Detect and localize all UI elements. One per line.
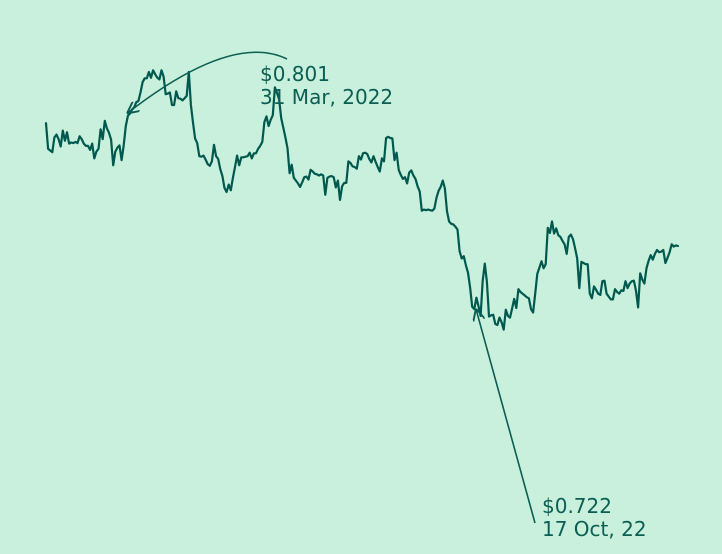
annotation-low-label: $0.722 17 Oct, 22	[542, 494, 647, 541]
annotation-high-price: $0.801	[260, 62, 330, 86]
annotation-high-date: 31 Mar, 2022	[260, 85, 393, 109]
annotation-high-arrow	[128, 51, 288, 113]
price-series-line	[44, 69, 680, 331]
annotation-low-price: $0.722	[542, 494, 612, 518]
annotation-low-date: 17 Oct, 22	[542, 517, 647, 541]
annotation-high-label: $0.801 31 Mar, 2022	[260, 62, 393, 109]
annotation-high: $0.801 31 Mar, 2022	[128, 51, 393, 113]
annotation-low: $0.722 17 Oct, 22	[476, 310, 647, 541]
annotation-low-arrow	[476, 310, 536, 524]
